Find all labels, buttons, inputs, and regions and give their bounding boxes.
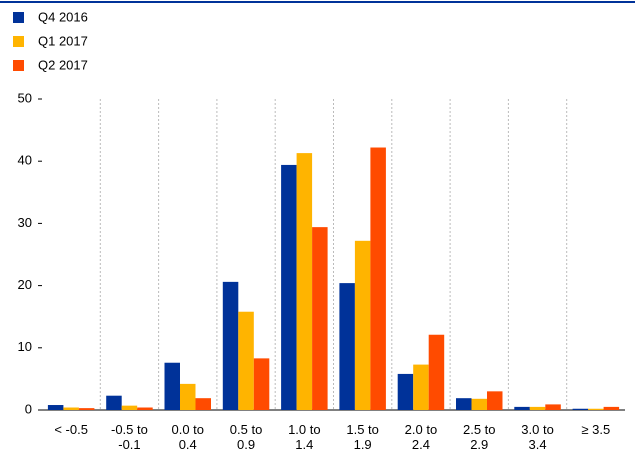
bar	[354, 240, 371, 410]
bar	[63, 407, 79, 410]
x-tick-label: ≥ 3.5	[581, 422, 611, 437]
x-tick-label: 0.5 to 0.9	[229, 422, 263, 452]
legend-label: Q1 2017	[38, 33, 88, 48]
bar	[572, 408, 589, 410]
x-tick-label: 3.0 to 3.4	[521, 422, 554, 452]
bar	[588, 408, 604, 410]
y-tick-label: 10	[18, 339, 32, 354]
bar	[137, 407, 153, 410]
bar	[339, 283, 355, 410]
y-tick-label: 50	[18, 90, 32, 105]
bar	[370, 147, 386, 411]
x-tick-label: 0.0 to 0.4	[171, 422, 205, 452]
bar	[281, 164, 297, 410]
x-tick-label: 2.0 to 2.4	[404, 422, 438, 452]
x-tick-label: 2.5 to 2.9	[462, 422, 496, 452]
bar	[545, 404, 561, 410]
y-tick-label: 0	[25, 401, 32, 416]
bar	[397, 373, 414, 410]
bar	[514, 406, 530, 410]
bar	[471, 398, 487, 410]
x-tick-label: < -0.5	[54, 422, 88, 437]
bar	[238, 311, 254, 410]
legend-label: Q4 2016	[38, 9, 88, 24]
bar	[456, 398, 472, 410]
bar	[529, 406, 546, 410]
bar	[487, 391, 503, 410]
bar	[603, 406, 620, 410]
bar	[413, 364, 429, 410]
x-tick-label: -0.5 to -0.1	[111, 422, 148, 452]
legend-swatch	[13, 60, 24, 71]
bar	[180, 383, 196, 410]
y-tick-label: 30	[18, 215, 32, 230]
x-tick-label: 1.0 to 1.4	[288, 422, 321, 452]
bar	[47, 405, 64, 410]
bar	[106, 395, 122, 410]
legend-label: Q2 2017	[38, 57, 88, 72]
legend-swatch	[13, 12, 24, 23]
bar	[121, 405, 138, 410]
bar	[312, 227, 328, 410]
bar	[253, 358, 270, 410]
bar	[222, 281, 239, 410]
bar	[164, 362, 180, 410]
bar	[428, 334, 445, 410]
legend-swatch	[13, 36, 24, 47]
bar	[78, 408, 95, 410]
y-tick-label: 20	[18, 277, 32, 292]
x-tick-label: 1.5 to 1.9	[346, 422, 379, 452]
y-tick-label: 40	[18, 153, 32, 168]
bar	[195, 398, 211, 410]
bar	[296, 153, 313, 410]
